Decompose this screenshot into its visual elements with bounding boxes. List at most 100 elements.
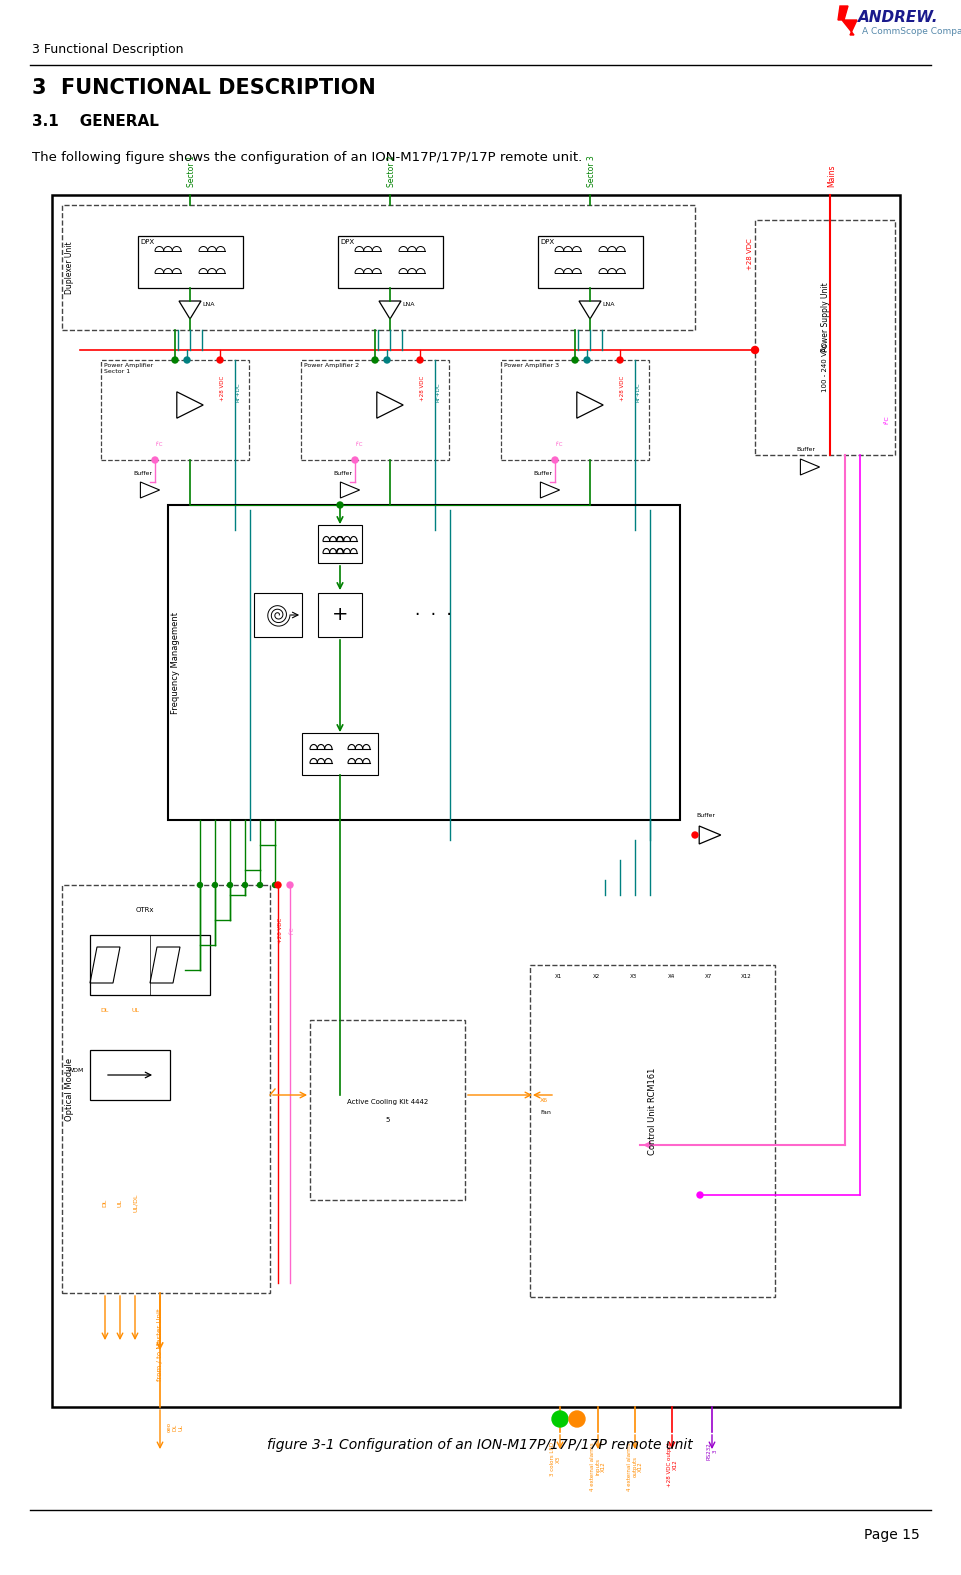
Text: Optical Module: Optical Module [65,1057,75,1120]
Text: DPX: DPX [540,239,554,246]
Text: X2: X2 [593,975,600,980]
Text: DL: DL [103,1199,108,1206]
Bar [755,221,895,455]
Text: Mains: Mains [827,164,836,187]
Text: Buffer: Buffer [333,471,352,476]
Text: Control Unit RCM161: Control Unit RCM161 [648,1068,657,1154]
Text: +28 VDC: +28 VDC [620,375,625,400]
Bar [62,205,695,331]
Circle shape [172,358,178,362]
Text: 3  FUNCTIONAL DESCRIPTION: 3 FUNCTIONAL DESCRIPTION [32,79,376,98]
Text: Buffer: Buffer [797,447,816,452]
Text: +28 VDC output
X12: +28 VDC output X12 [667,1443,678,1487]
Text: Active Cooling Kit 4442: Active Cooling Kit 4442 [347,1099,428,1106]
Circle shape [617,358,623,362]
Circle shape [212,882,217,887]
Circle shape [275,882,281,888]
Text: 4 external alarms
outputs
X12: 4 external alarms outputs X12 [627,1443,643,1490]
Bar [62,885,270,1293]
Circle shape [273,882,278,887]
Text: I²C: I²C [884,416,890,424]
Text: Sector 1: Sector 1 [187,156,196,187]
Text: OTRx: OTRx [136,907,155,913]
Text: RS232
3: RS232 3 [706,1443,718,1460]
Text: +28 VDC: +28 VDC [420,375,425,400]
Circle shape [258,882,262,887]
Text: RF+DC: RF+DC [435,383,440,402]
Circle shape [287,882,293,888]
Circle shape [697,1192,703,1199]
Bar [137,236,242,288]
Text: UL: UL [117,1199,122,1206]
Text: Buffer: Buffer [133,471,152,476]
Bar [101,361,249,460]
Text: DL: DL [101,1008,110,1013]
Text: ANDREW.: ANDREW. [858,11,939,25]
Text: DPX: DPX [340,239,355,246]
Circle shape [552,1411,568,1427]
Text: X1: X1 [555,975,562,980]
Text: +: + [332,605,348,625]
Text: UL/DL: UL/DL [133,1194,137,1213]
Bar [318,524,362,562]
Text: I²C: I²C [155,443,162,447]
Circle shape [242,882,248,887]
Text: I²C: I²C [290,926,295,934]
Text: Duplexer Unit: Duplexer Unit [64,241,73,295]
Circle shape [692,832,698,838]
Text: The following figure shows the configuration of an ION-M17P/17P/17P remote unit.: The following figure shows the configura… [32,151,582,164]
Circle shape [569,1411,585,1427]
Text: Power Amplifier 3: Power Amplifier 3 [504,362,559,369]
Polygon shape [838,6,857,35]
Bar [52,195,900,1406]
Text: 3 Functional Description: 3 Functional Description [32,44,184,57]
Text: +28 VDC: +28 VDC [747,238,753,269]
Circle shape [584,358,590,362]
Text: ·  ·  ·: · · · [415,606,452,624]
Text: DPX: DPX [140,239,155,246]
Circle shape [417,358,423,362]
Circle shape [552,457,558,463]
Circle shape [228,882,233,887]
Circle shape [752,346,758,353]
Text: Power Amplifier 2: Power Amplifier 2 [304,362,359,369]
Bar [90,936,210,995]
Text: RF+DC: RF+DC [635,383,640,402]
Bar [501,361,649,460]
Text: Fan: Fan [540,1109,551,1115]
Text: from / to Master Unit: from / to Master Unit [157,1307,163,1381]
Bar [301,361,449,460]
Bar [337,236,442,288]
Text: X7: X7 [705,975,712,980]
Text: oeo
DL
UL: oeo DL UL [166,1422,184,1432]
Bar [302,732,378,775]
Text: X12: X12 [741,975,752,980]
Text: Page 15: Page 15 [864,1528,920,1542]
Text: +28 VDC: +28 VDC [278,917,283,942]
Bar [537,236,643,288]
Circle shape [384,358,390,362]
Text: figure 3-1 Configuration of an ION-M17P/17P/17P remote unit: figure 3-1 Configuration of an ION-M17P/… [267,1438,693,1452]
Text: I²C: I²C [355,443,362,447]
Bar [168,506,680,821]
Text: +28 VDC: +28 VDC [220,375,225,400]
Text: UL: UL [131,1008,139,1013]
Circle shape [152,457,158,463]
Circle shape [372,358,378,362]
Text: 4 external alarms
inputs
X12: 4 external alarms inputs X12 [590,1443,606,1490]
Bar [318,594,362,636]
Text: RF+DC: RF+DC [235,383,240,402]
Text: Power Supply Unit: Power Supply Unit [821,282,829,353]
Text: 3.1    GENERAL: 3.1 GENERAL [32,113,159,129]
Circle shape [572,358,578,362]
Bar [90,1051,170,1099]
Text: Power Amplifier
Sector 1: Power Amplifier Sector 1 [104,362,153,375]
Bar [254,594,302,636]
Text: 3 colors LED
X3: 3 colors LED X3 [550,1443,560,1476]
Bar [530,965,775,1296]
Text: 100 - 240 VAC: 100 - 240 VAC [822,343,828,392]
Text: X6: X6 [540,1098,548,1102]
Text: A CommScope Company: A CommScope Company [862,27,961,36]
Bar [310,1021,465,1200]
Text: Buffer: Buffer [533,471,552,476]
